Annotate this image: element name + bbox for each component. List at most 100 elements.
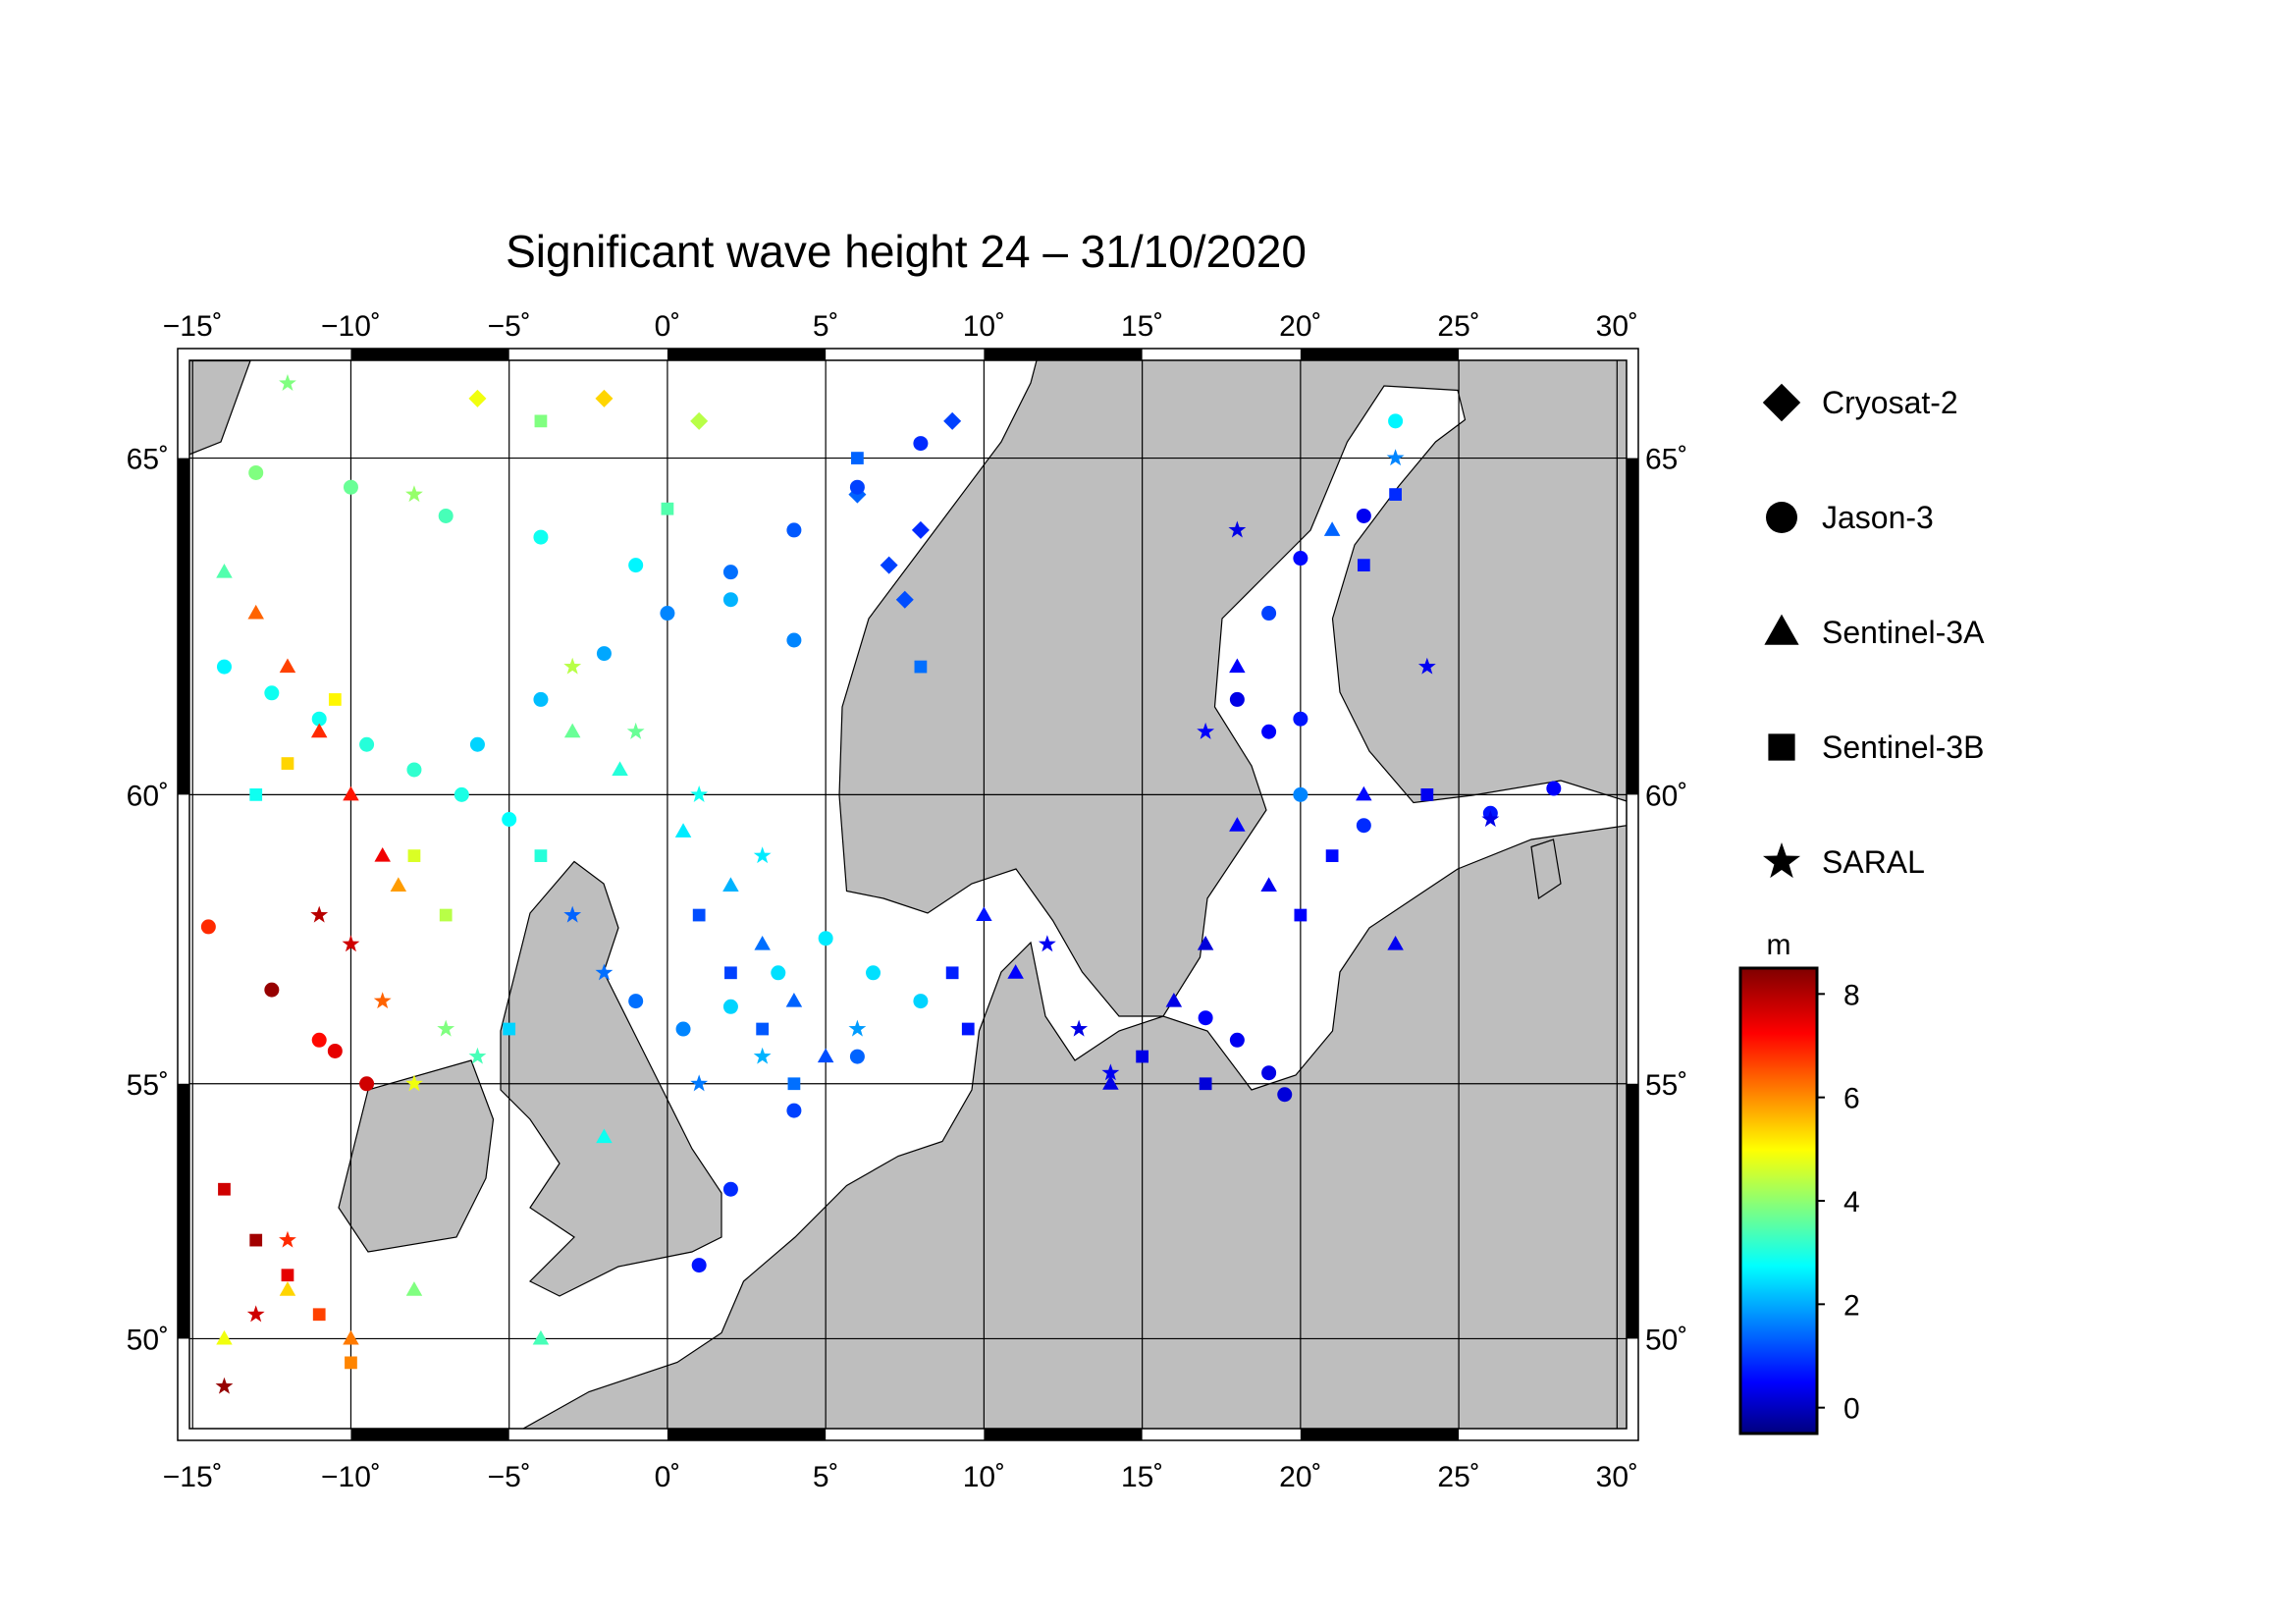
frame-inner [188, 359, 1628, 1430]
y-tick-label-left: 65˚ [127, 444, 169, 476]
triangle-marker [1229, 817, 1246, 832]
x-tick-label-bottom: 25˚ [1437, 1461, 1479, 1493]
legend-label: Sentinel-3A [1822, 615, 1985, 650]
x-tick-label-top: −15˚ [163, 310, 223, 343]
circle-marker [311, 1032, 327, 1048]
diamond-marker [880, 556, 898, 574]
colorbar-gradient [1738, 966, 1819, 1435]
scandinavia [838, 360, 1627, 1017]
star-marker [405, 1074, 423, 1092]
circle-marker [722, 592, 738, 608]
legend-label: Cryosat-2 [1822, 385, 1958, 420]
diamond-marker [911, 520, 930, 539]
triangle-marker [674, 823, 692, 838]
land [189, 360, 1627, 1429]
circle-marker [264, 982, 280, 998]
frame-bar [350, 349, 509, 360]
colorbar-label: m [1767, 929, 1791, 961]
triangle-marker [310, 723, 328, 738]
circle-marker [913, 436, 929, 452]
square-marker [328, 693, 342, 706]
triangle-marker [343, 785, 359, 801]
x-tick-label-top: 0˚ [655, 310, 681, 343]
star-marker [1386, 449, 1405, 466]
circle-marker [771, 965, 786, 981]
star-marker [437, 1019, 455, 1037]
triangle-marker [532, 1329, 550, 1345]
legend-label: SARAL [1822, 844, 1925, 880]
star-marker [279, 1230, 296, 1248]
star-marker [753, 1047, 772, 1064]
square-marker [312, 1308, 326, 1322]
square-marker [1768, 733, 1795, 761]
circle-marker [1277, 1087, 1293, 1103]
x-tick-label-top: 30˚ [1596, 310, 1638, 343]
diamond-marker [468, 389, 487, 407]
star-marker [848, 1019, 867, 1037]
frame-bar [1627, 1083, 1638, 1339]
square-marker [1325, 849, 1339, 862]
great-britain [500, 860, 722, 1297]
circle-marker [1388, 413, 1404, 429]
star-marker [246, 1305, 265, 1323]
colorbar-tick-label: 6 [1843, 1083, 1860, 1115]
colorbar-tick-label: 2 [1843, 1289, 1860, 1322]
square-marker [534, 414, 548, 428]
triangle-marker [279, 1281, 296, 1296]
circle-marker [264, 685, 280, 701]
square-marker [534, 849, 548, 862]
star-marker [690, 785, 709, 802]
x-tick-label-top: 25˚ [1437, 310, 1479, 343]
star-marker [753, 846, 772, 864]
circle-marker [722, 1181, 738, 1197]
triangle-marker [612, 761, 628, 776]
diamond-marker [943, 411, 962, 430]
square-marker [724, 966, 737, 980]
square-marker [281, 1269, 294, 1282]
star-marker [626, 722, 645, 739]
circle-marker [200, 919, 216, 935]
circle-marker [454, 786, 469, 802]
y-tick-label-right: 65˚ [1645, 444, 1687, 476]
circle-marker [359, 1076, 375, 1092]
altimeter-points [200, 374, 1562, 1394]
y-tick-label-left: 50˚ [127, 1324, 169, 1356]
graticule [189, 360, 1627, 1429]
circle-marker [849, 1049, 865, 1064]
x-tick-label-top: −10˚ [321, 310, 381, 343]
circle-marker [786, 522, 802, 538]
circle-marker [628, 994, 644, 1009]
diamond-marker [690, 411, 709, 430]
tick-labels: −15˚ −15˚ −10˚ −10˚ −5˚ −5˚ 0˚ 0˚ 5˚ 5˚ 10˚ 10˚ 15˚ 1… [127, 310, 1688, 1493]
star-marker [690, 1074, 709, 1092]
frame-bar [178, 458, 189, 795]
square-marker [345, 1356, 357, 1370]
legend: Cryosat-2 Jason-3 Sentinel-3A Sentinel-3B SA… [1762, 383, 1985, 880]
circle-marker [533, 691, 549, 707]
circle-marker [438, 508, 454, 523]
square-marker [787, 1077, 801, 1091]
triangle-marker [390, 877, 407, 893]
circle-marker [1546, 781, 1562, 796]
circle-marker [913, 994, 929, 1009]
triangle-marker [247, 604, 264, 620]
circle-marker [818, 931, 833, 947]
frame-bar [1300, 1429, 1460, 1440]
x-tick-label-bottom: 15˚ [1121, 1461, 1163, 1493]
y-tick-label-right: 55˚ [1645, 1069, 1687, 1102]
square-marker [218, 1182, 231, 1196]
star-marker [310, 905, 329, 923]
legend-label: Jason-3 [1822, 500, 1934, 535]
triangle-marker [1764, 614, 1799, 645]
square-marker [1199, 1077, 1212, 1091]
square-marker [439, 908, 453, 922]
circle-marker [1766, 502, 1797, 533]
star-marker [373, 992, 392, 1009]
triangle-marker [1323, 521, 1341, 536]
circle-marker [1293, 551, 1308, 567]
star-marker [342, 935, 360, 952]
square-marker [1420, 788, 1434, 801]
diamond-marker [895, 590, 914, 609]
circle-marker [675, 1021, 691, 1037]
